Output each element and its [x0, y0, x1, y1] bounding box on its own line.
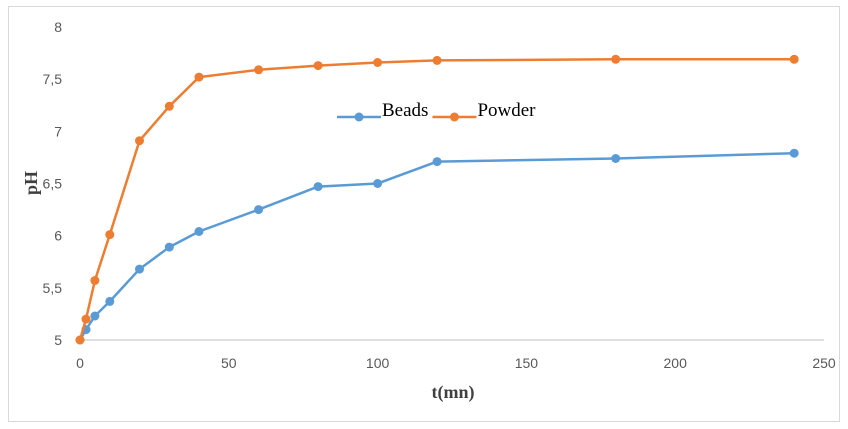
data-point	[611, 54, 621, 64]
y-tick-label: 7,5	[43, 71, 63, 87]
data-point	[164, 242, 174, 252]
y-tick-label: 5,5	[43, 280, 63, 296]
x-axis-ticks: 0 50 100 150 200 250	[76, 355, 836, 371]
x-axis-title: t(mn)	[432, 382, 475, 403]
y-tick-label: 6	[54, 228, 62, 244]
legend-swatch-marker	[449, 112, 459, 122]
y-tick-label: 5	[54, 332, 62, 348]
data-point	[105, 230, 115, 240]
data-point	[432, 157, 442, 167]
legend-swatch-marker	[354, 112, 364, 122]
data-point	[81, 314, 91, 324]
series-powder	[75, 54, 799, 345]
data-point	[313, 182, 323, 192]
x-tick-label: 0	[76, 355, 84, 371]
data-point	[789, 148, 799, 158]
data-point	[90, 311, 100, 321]
legend-label: Powder	[477, 100, 536, 121]
x-tick-label: 250	[812, 355, 836, 371]
series-layer	[75, 54, 799, 345]
legend-item: Powder	[432, 100, 536, 122]
data-point	[75, 335, 85, 345]
legend-item: Beads	[337, 100, 428, 122]
data-point	[135, 264, 144, 274]
y-tick-label: 6,5	[43, 176, 63, 192]
data-point	[135, 136, 144, 146]
data-point	[373, 179, 383, 188]
y-tick-label: 7	[54, 123, 62, 139]
data-point	[105, 296, 115, 306]
data-point	[313, 61, 323, 71]
series-line	[78, 58, 795, 341]
series-line	[78, 151, 795, 341]
legend: Beads Powder	[337, 100, 536, 122]
data-point	[432, 55, 442, 65]
data-point	[254, 65, 264, 75]
x-tick-label: 100	[366, 355, 390, 371]
data-point	[194, 72, 204, 82]
y-tick-label: 8	[54, 19, 62, 35]
data-point	[373, 58, 383, 67]
y-axis-title: pH	[21, 171, 41, 195]
legend-label: Beads	[382, 100, 428, 121]
data-point	[194, 227, 204, 236]
data-point	[789, 54, 799, 64]
x-tick-label: 200	[664, 355, 688, 371]
data-point	[254, 205, 264, 215]
data-point	[90, 276, 100, 285]
x-tick-label: 50	[221, 355, 237, 371]
y-axis-ticks: 5 5,5 6 6,5 7 7,5 8	[43, 19, 63, 348]
data-point	[164, 101, 174, 111]
chart-frame	[8, 6, 840, 422]
data-point	[611, 154, 621, 163]
series-beads	[75, 148, 799, 345]
x-tick-label: 150	[515, 355, 539, 371]
